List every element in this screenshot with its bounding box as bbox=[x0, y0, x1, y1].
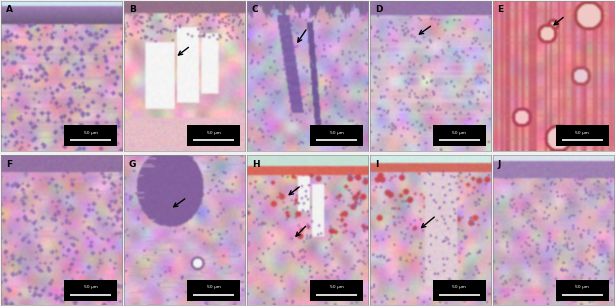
Text: 50 µm: 50 µm bbox=[330, 131, 344, 135]
Bar bbox=[310, 125, 363, 146]
Bar bbox=[187, 280, 240, 301]
Text: E: E bbox=[498, 5, 504, 14]
Text: 50 µm: 50 µm bbox=[207, 285, 221, 289]
Text: 50 µm: 50 µm bbox=[84, 285, 98, 289]
Bar bbox=[433, 280, 486, 301]
Bar bbox=[556, 280, 609, 301]
Text: J: J bbox=[498, 160, 501, 169]
Text: 50 µm: 50 µm bbox=[207, 131, 221, 135]
Bar bbox=[433, 125, 486, 146]
Text: D: D bbox=[375, 5, 382, 14]
Text: 50 µm: 50 µm bbox=[576, 285, 589, 289]
Text: A: A bbox=[6, 5, 13, 14]
Text: 50 µm: 50 µm bbox=[84, 131, 98, 135]
Bar bbox=[187, 125, 240, 146]
Text: B: B bbox=[129, 5, 136, 14]
Text: 50 µm: 50 µm bbox=[453, 131, 466, 135]
Bar bbox=[310, 280, 363, 301]
Text: I: I bbox=[375, 160, 378, 169]
Text: 50 µm: 50 µm bbox=[576, 131, 589, 135]
Text: G: G bbox=[129, 160, 137, 169]
Text: H: H bbox=[252, 160, 260, 169]
Bar bbox=[64, 280, 117, 301]
Bar bbox=[64, 125, 117, 146]
Text: C: C bbox=[252, 5, 258, 14]
Bar bbox=[556, 125, 609, 146]
Text: F: F bbox=[6, 160, 12, 169]
Text: 50 µm: 50 µm bbox=[330, 285, 344, 289]
Text: 50 µm: 50 µm bbox=[453, 285, 466, 289]
